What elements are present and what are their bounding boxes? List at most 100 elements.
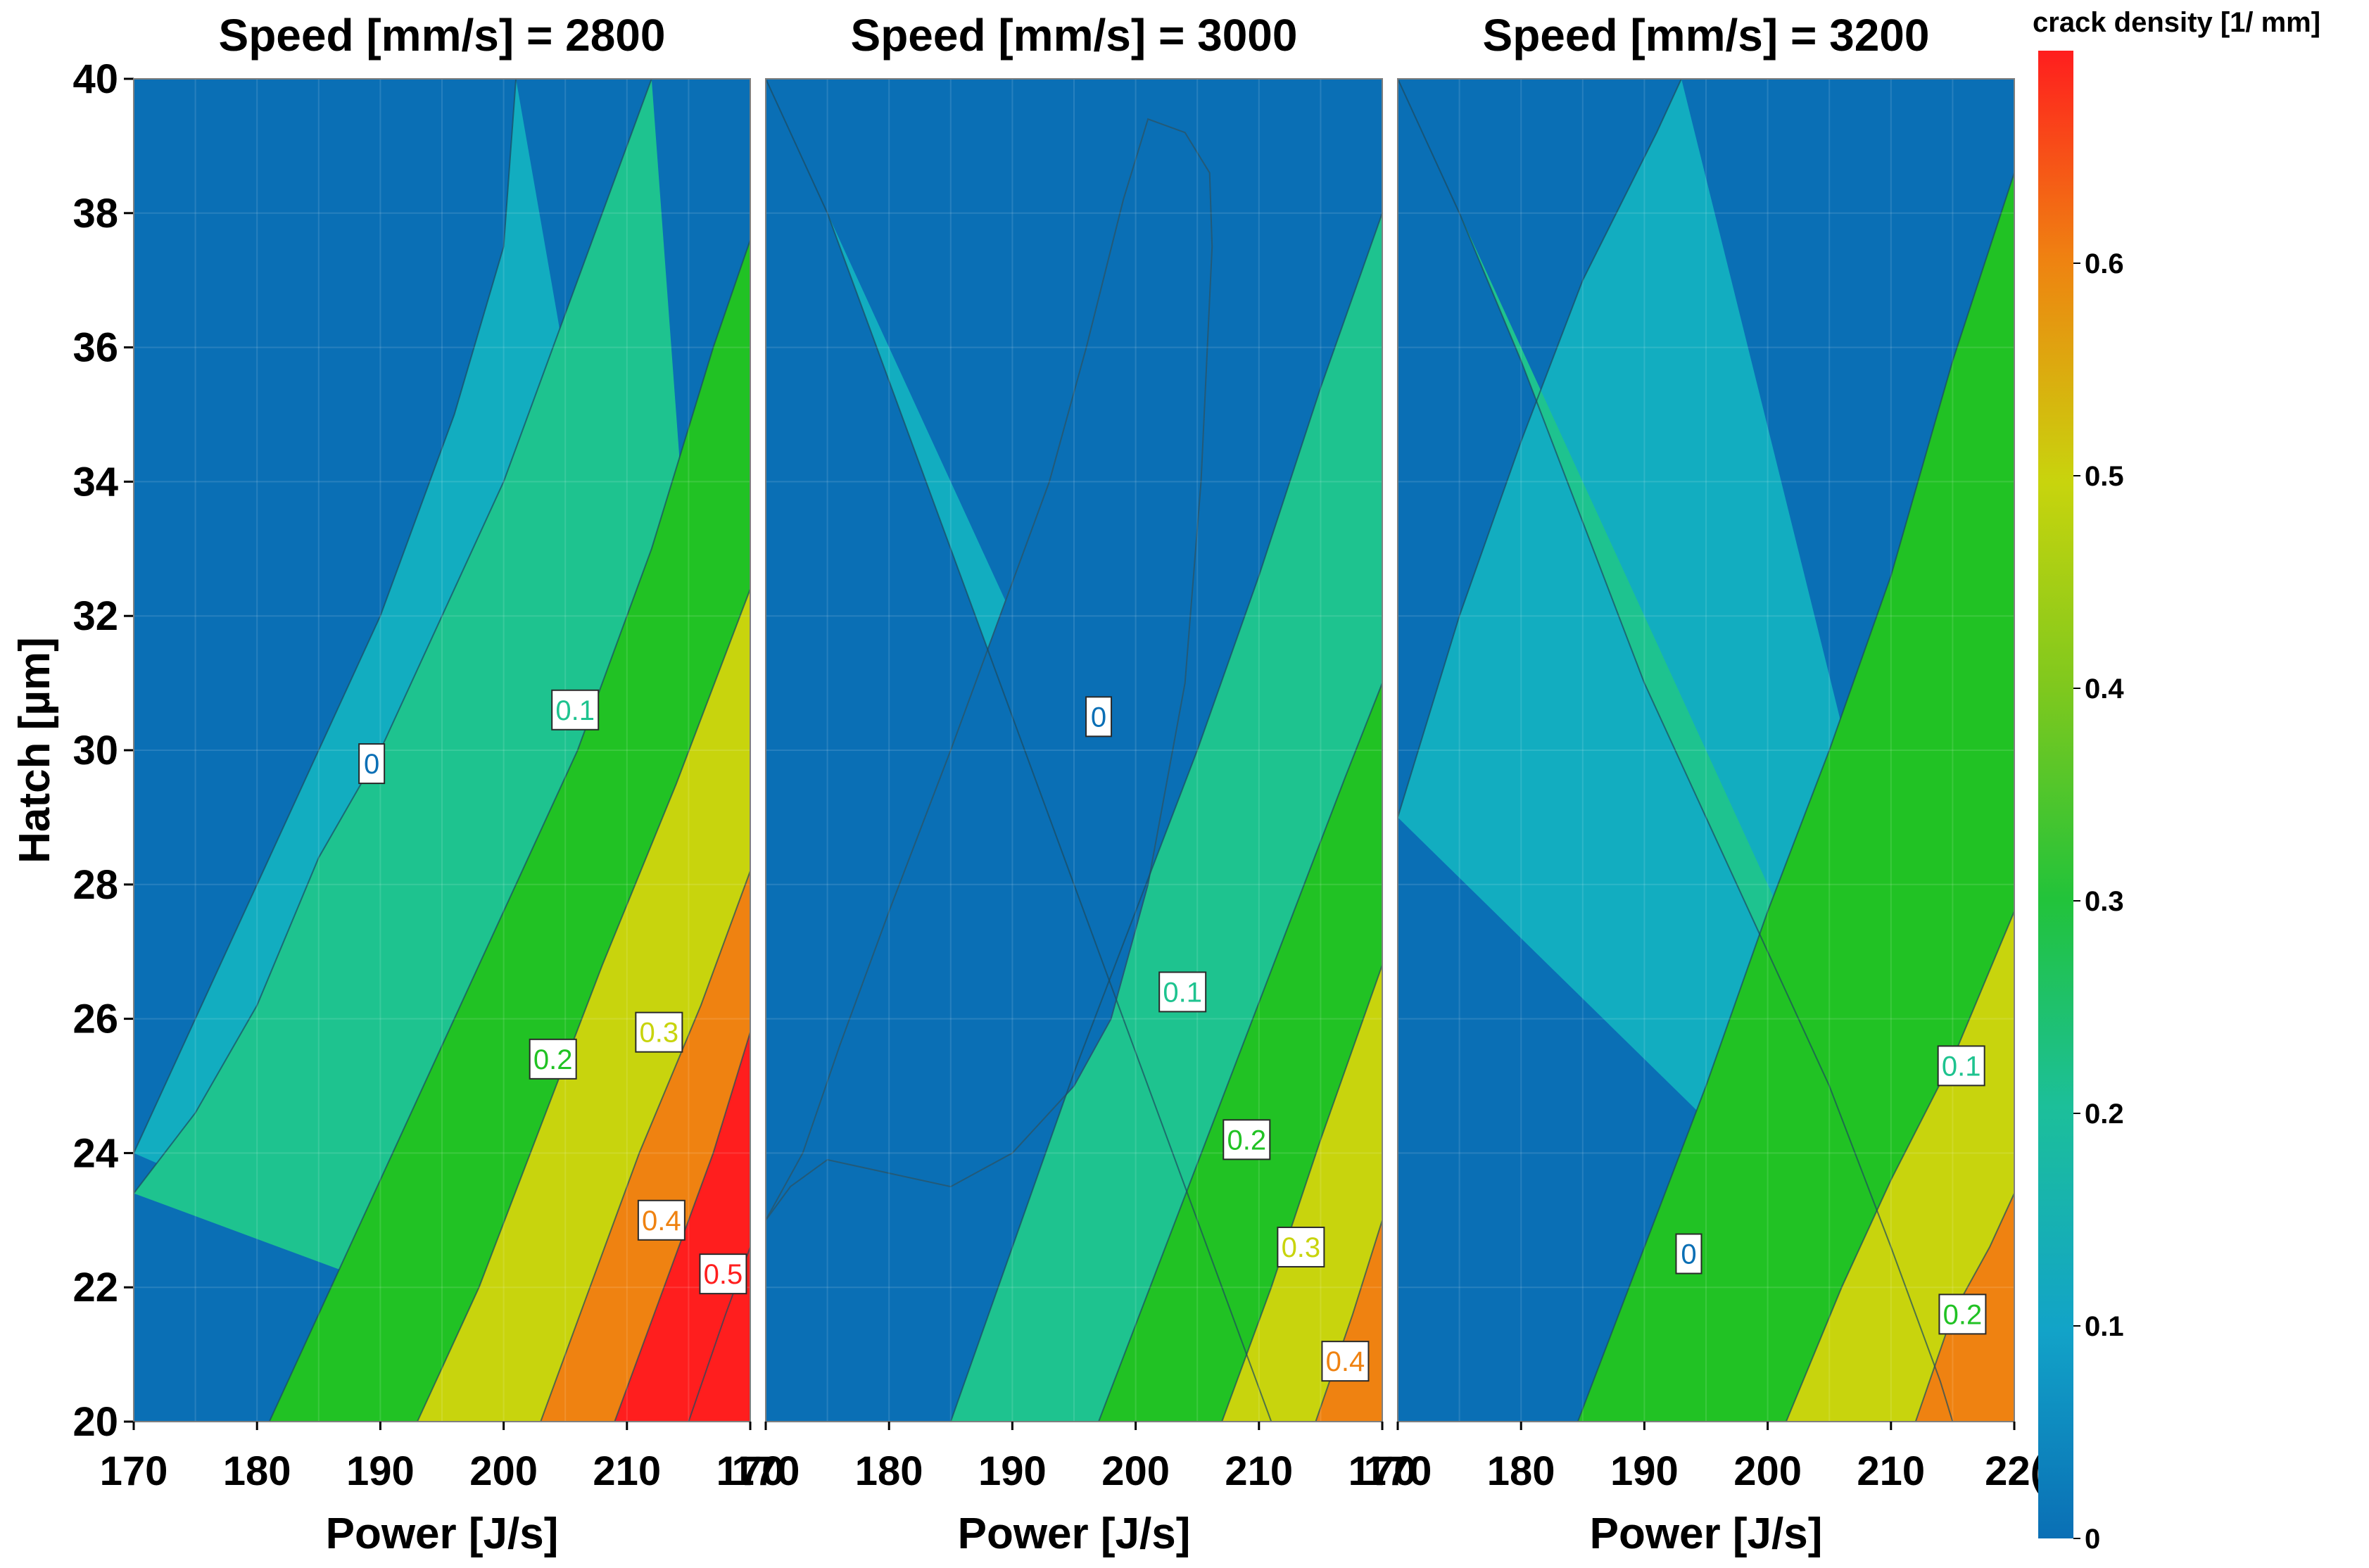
contour-line-0.3 [1221, 964, 1382, 1422]
x-axis-label: Power [J/s] [958, 1510, 1191, 1558]
x-tick-label: 200 [1101, 1448, 1170, 1494]
x-axis-label: Power [J/s] [1590, 1510, 1823, 1558]
x-axis: 170 180 190 200 210 170 Power [J/s] [732, 1422, 1417, 1558]
colorbar-title: crack density [1/ mm] [2033, 7, 2320, 38]
contour-label: 0.2 [1938, 1294, 1987, 1335]
colorbar-gradient [2038, 51, 2073, 1538]
contour-line-0.5 [614, 1032, 750, 1422]
x-axis: 170 180 190 200 210 22( Power [J/s] [1364, 1422, 2045, 1558]
contour-panel-2: Speed [mm/s] = 3000 0 0.1 0.2 0.3 0.4 170 180 19… [732, 10, 1417, 1558]
contour-label: 0.1 [1937, 1045, 1985, 1087]
panel-title: Speed [mm/s] = 3200 [1483, 10, 1930, 61]
contour-label-box [1938, 1294, 1987, 1335]
x-tick-label: 170 [1348, 1448, 1417, 1494]
contour-label-box [637, 1199, 686, 1241]
x-tick-label: 170 [100, 1448, 168, 1494]
x-tick-label: 190 [978, 1448, 1047, 1494]
x-tick-label: 210 [1857, 1448, 1925, 1494]
panel-frame [765, 78, 1383, 1422]
colorbar-tick-label: 0.1 [2085, 1311, 2124, 1342]
contour-label-text: 0.5 [704, 1259, 743, 1290]
x-tick-label: 190 [346, 1448, 415, 1494]
contour-label: 0 [1675, 1233, 1702, 1275]
contour-label-box [1675, 1233, 1702, 1275]
x-tick-label: 190 [1610, 1448, 1679, 1494]
panel-title: Speed [mm/s] = 3000 [851, 10, 1298, 61]
contour-label: 0 [358, 743, 386, 785]
contour-panel-3: Speed [mm/s] = 3200 0 0.1 0.2 170 180 190 200 21… [1364, 10, 2045, 1558]
contour-label-box [1223, 1119, 1271, 1161]
x-axis-label: Power [J/s] [326, 1510, 559, 1558]
x-tick-label: 180 [223, 1448, 291, 1494]
y-tick-label: 24 [72, 1130, 118, 1176]
contour-line-0.4 [1315, 1220, 1382, 1422]
contour-plot-area [1398, 79, 2014, 1422]
panel-title: Speed [mm/s] = 2800 [219, 10, 666, 61]
x-axis: 170 180 190 200 210 170 Power [J/s] [100, 1422, 785, 1558]
y-tick-label: 20 [72, 1399, 118, 1445]
contour-zero-island [766, 118, 1213, 1221]
contour-label-text: 0 [364, 749, 379, 780]
contour-label: 0.1 [1158, 971, 1207, 1013]
contour-line-0.2 [268, 239, 750, 1422]
y-tick-label: 34 [72, 459, 118, 505]
contour-region-above-0.2 [1577, 172, 2014, 1422]
x-tick-label: 180 [1487, 1448, 1555, 1494]
y-axis: Hatch [µm] 20 22 24 26 28 30 32 34 36 38 40 [11, 56, 134, 1445]
contour-line-0.1 [949, 213, 1382, 1422]
contour-line-0 [766, 79, 1272, 1422]
y-tick-label: 32 [72, 593, 118, 639]
contour-line-0.4 [540, 871, 750, 1422]
contour-label-box [529, 1038, 577, 1080]
panel-frame [133, 78, 751, 1422]
y-axis-label: Hatch [µm] [11, 637, 59, 864]
contour-label-text: 0 [1091, 702, 1106, 733]
contour-label-text: 0.4 [1326, 1346, 1365, 1377]
contour-panel-1: Speed [mm/s] = 2800 0 0.1 0.2 0.3 0.4 0.5 170 18… [100, 10, 785, 1558]
x-tick-label: 22( [1985, 1448, 2045, 1494]
contour-label-box [635, 1011, 683, 1053]
contour-line-0.1 [1398, 79, 1954, 1422]
x-tick-label: 200 [469, 1448, 538, 1494]
contour-label: 0.5 [699, 1253, 747, 1295]
contour-line-0 [1398, 79, 1682, 818]
contour-label-text: 0.1 [1942, 1051, 1981, 1082]
x-tick-label: 200 [1733, 1448, 1802, 1494]
contour-label-text: 0.1 [1163, 977, 1202, 1008]
y-tick-label: 38 [72, 191, 118, 236]
contour-label: 0.4 [1321, 1341, 1370, 1382]
x-tick-label: 170 [1364, 1448, 1432, 1494]
contour-plot-area [134, 79, 750, 1422]
x-tick-label: 180 [855, 1448, 923, 1494]
y-tick-label: 26 [72, 997, 118, 1042]
contour-label: 0.3 [1277, 1226, 1325, 1267]
contour-label: 0 [1085, 696, 1113, 738]
y-tick-label: 40 [72, 56, 118, 102]
y-tick-label: 28 [72, 862, 118, 908]
contour-label-box [1085, 696, 1113, 738]
colorbar-tick-label: 0.4 [2085, 674, 2124, 704]
contour-line-0.4 [1914, 1193, 2014, 1422]
contour-line-0 [134, 79, 517, 1153]
x-tick-label: 170 [716, 1448, 785, 1494]
x-tick-label: 210 [1225, 1448, 1293, 1494]
contour-line-0.2 [1098, 683, 1382, 1422]
contour-label: 0.4 [637, 1199, 686, 1241]
contour-label: 0.2 [1223, 1119, 1271, 1161]
contour-label-box [1277, 1226, 1325, 1267]
y-tick-label: 22 [72, 1265, 118, 1310]
contour-label-text: 0.1 [555, 695, 595, 726]
colorbar-tick-label: 0 [2085, 1524, 2100, 1555]
contour-label-box [358, 743, 386, 785]
y-tick-label: 36 [72, 325, 118, 371]
contour-line-0.2 [1577, 172, 2014, 1422]
x-tick-label: 210 [593, 1448, 661, 1494]
y-tick-label: 30 [72, 728, 118, 773]
x-tick-label: 170 [732, 1448, 800, 1494]
contour-label-box [1321, 1341, 1370, 1382]
contour-label-box [1937, 1045, 1985, 1087]
contour-label-box [699, 1253, 747, 1295]
contour-plot-area [766, 79, 1382, 1422]
contour-label-text: 0.2 [533, 1044, 573, 1075]
